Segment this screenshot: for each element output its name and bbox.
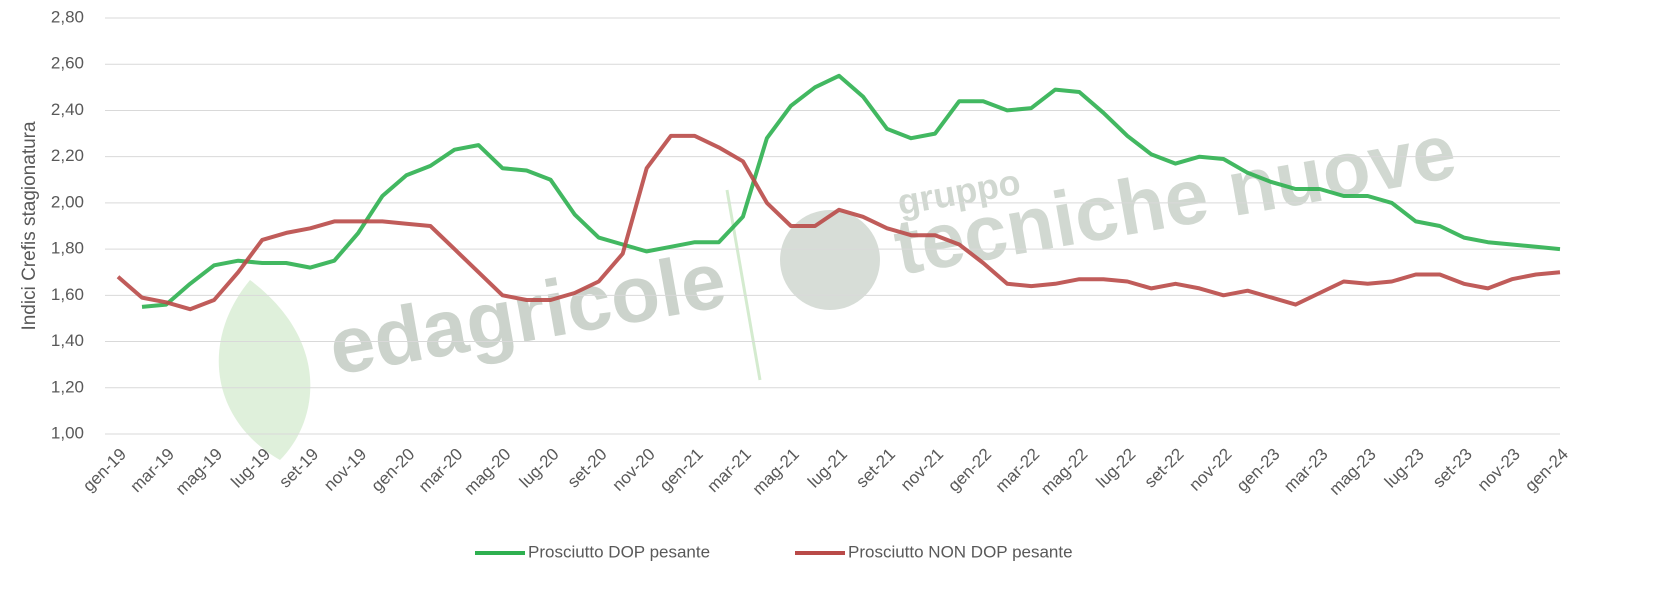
y-tick-label: 2,80 [51, 7, 84, 26]
line-series [116, 133, 1561, 312]
x-tick-label: lug-21 [804, 445, 851, 492]
x-tick-label: mag-20 [460, 445, 514, 499]
x-tick-label: mag-19 [172, 445, 226, 499]
x-tick-label: nov-19 [320, 445, 370, 495]
x-tick-label: set-20 [564, 445, 611, 492]
x-tick-label: set-21 [852, 445, 899, 492]
x-tick-label: lug-22 [1093, 445, 1140, 492]
x-tick-label: lug-23 [1381, 445, 1428, 492]
legend-label: Prosciutto NON DOP pesante [848, 542, 1073, 561]
y-tick-label: 2,40 [51, 100, 84, 119]
y-tick-label: 2,00 [51, 192, 84, 211]
x-tick-label: gen-20 [368, 445, 419, 496]
x-tick-label: mar-22 [992, 445, 1044, 497]
x-tick-label: lug-20 [516, 445, 563, 492]
x-tick-label: nov-21 [897, 445, 947, 495]
watermark-leaf [218, 280, 311, 460]
y-tick-label: 1,20 [51, 377, 84, 396]
y-axis-label: Indici Crefis stagionatura [19, 121, 40, 331]
x-tick-label: lug-19 [227, 445, 274, 492]
x-tick-label: set-22 [1141, 445, 1188, 492]
y-tick-label: 1,00 [51, 423, 84, 442]
x-tick-label: mag-21 [749, 445, 803, 499]
y-tick-label: 2,20 [51, 146, 84, 165]
x-tick-label: gen-22 [944, 445, 995, 496]
x-tick-label: mar-23 [1280, 445, 1332, 497]
x-tick-label: gen-24 [1521, 445, 1572, 496]
x-tick-label: mar-19 [127, 445, 179, 497]
watermark-text: edagricole [322, 235, 732, 392]
y-tick-label: 1,80 [51, 239, 84, 258]
x-tick-label: gen-23 [1233, 445, 1284, 496]
watermark-logo [780, 210, 880, 310]
x-tick-label: gen-21 [656, 445, 707, 496]
x-tick-label: nov-22 [1185, 445, 1235, 495]
x-tick-label: nov-23 [1474, 445, 1524, 495]
x-tick-label: mar-21 [703, 445, 755, 497]
line-series [141, 73, 1561, 309]
watermark: edagricole gruppo tecniche nuove [218, 106, 1462, 460]
x-tick-label: mag-22 [1037, 445, 1091, 499]
x-tick-label: mag-23 [1326, 445, 1380, 499]
watermark-divider [725, 189, 762, 381]
x-tick-label: set-23 [1429, 445, 1476, 492]
y-tick-label: 2,60 [51, 54, 84, 73]
legend-label: Prosciutto DOP pesante [528, 542, 710, 561]
y-tick-label: 1,60 [51, 285, 84, 304]
x-tick-label: nov-20 [609, 445, 659, 495]
y-tick-label: 1,40 [51, 331, 84, 350]
x-tick-label: gen-19 [79, 445, 130, 496]
x-tick-label: mar-20 [415, 445, 467, 497]
